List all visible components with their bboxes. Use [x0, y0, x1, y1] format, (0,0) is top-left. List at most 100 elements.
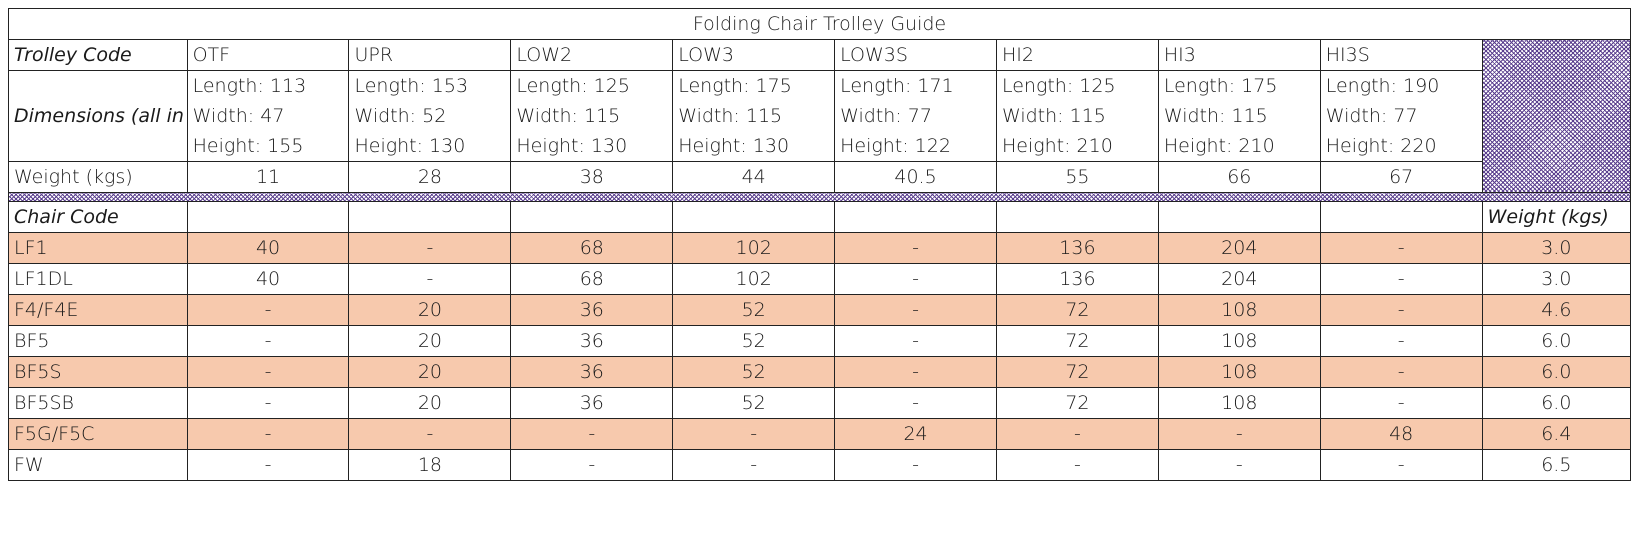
chair-capacity: - — [1319, 294, 1483, 326]
dimension-height: Height: 210 — [1001, 135, 1113, 157]
chair-capacity: - — [834, 449, 997, 481]
chair-capacity: - — [186, 294, 350, 326]
trolley-weight: 55 — [995, 161, 1159, 193]
chair-capacity: - — [995, 418, 1159, 450]
empty-cell — [995, 201, 1159, 233]
dimension-height: Height: 130 — [516, 135, 628, 157]
chair-row: F5G/F5C - - - -24- -48 6.4 — [8, 418, 1632, 450]
trolley-dimensions: Length: 113 Width: 47 Height: 155 — [186, 70, 350, 162]
chair-capacity: 40 — [186, 232, 350, 264]
chair-weight-label: Weight (kgs) — [1481, 201, 1632, 233]
chair-capacity: - — [672, 418, 836, 450]
chair-weight: 3.0 — [1481, 232, 1632, 264]
chair-weight: 6.0 — [1481, 387, 1632, 419]
dimension-height: Height: 130 — [354, 135, 466, 157]
chair-row: LF1DL 40-68 102-136 204-3.0 — [8, 263, 1632, 295]
trolley-dimensions: Length: 175 Width: 115 Height: 210 — [1157, 70, 1321, 162]
chair-capacity: 52 — [672, 325, 836, 357]
chair-capacity: - — [995, 449, 1159, 481]
trolley-dimensions: Length: 175 Width: 115 Height: 130 — [672, 70, 836, 162]
empty-cell — [348, 201, 512, 233]
chair-capacity: 108 — [1157, 325, 1321, 357]
trolley-guide-table: Folding Chair Trolley Guide Trolley Code… — [8, 8, 1632, 481]
chair-code-header-row: Chair Code Weight (kgs) — [8, 201, 1632, 233]
chair-capacity: 36 — [510, 356, 674, 388]
dimension-height: Height: 130 — [678, 135, 790, 157]
dimension-width: Width: 115 — [516, 105, 621, 127]
chair-capacity: 52 — [672, 294, 836, 326]
chair-capacity: - — [1319, 387, 1483, 419]
dimension-width: Width: 52 — [354, 105, 447, 127]
dimension-width: Width: 115 — [1001, 105, 1106, 127]
dimension-width: Width: 115 — [678, 105, 783, 127]
chair-code: BF5SB — [8, 387, 188, 419]
chair-capacity: 24 — [834, 418, 997, 450]
trolley-weight: 11 — [186, 161, 350, 193]
dimension-length: Length: 171 — [840, 75, 954, 97]
chair-capacity: 36 — [510, 325, 674, 357]
trolley-weight-row: Weight (kgs) 11 28 38 44 40.5 55 66 67 — [8, 161, 1631, 193]
chair-capacity: - — [672, 449, 836, 481]
trolley-weight-label: Weight (kgs) — [8, 161, 188, 193]
dimension-length: Length: 113 — [192, 75, 307, 97]
trolley-code: LOW2 — [510, 39, 674, 71]
chair-capacity: 20 — [348, 325, 512, 357]
dimensions-label: Dimensions (all in cm) — [8, 70, 188, 162]
chair-weight: 6.0 — [1481, 356, 1632, 388]
chair-capacity: - — [186, 325, 350, 357]
chair-capacity: 136 — [995, 263, 1159, 295]
chair-weight: 6.5 — [1481, 449, 1632, 481]
dimension-length: Length: 125 — [1001, 75, 1116, 97]
title-row: Folding Chair Trolley Guide — [8, 8, 1631, 40]
chair-row: BF5S -20 36 52-72 108-6.0 — [8, 356, 1632, 388]
trolley-code-label: Trolley Code — [8, 39, 188, 71]
chair-weight: 6.4 — [1481, 418, 1632, 450]
chair-capacity: 72 — [995, 387, 1159, 419]
chair-capacity: 20 — [348, 356, 512, 388]
chair-capacity: - — [348, 418, 512, 450]
chair-code: F5G/F5C — [8, 418, 188, 450]
chair-capacity: 68 — [510, 263, 674, 295]
dimension-length: Length: 190 — [1325, 75, 1440, 97]
trolley-code: UPR — [348, 39, 512, 71]
trolley-code: HI3S — [1319, 39, 1483, 71]
dimension-length: Length: 153 — [354, 75, 469, 97]
dimension-height: Height: 210 — [1163, 135, 1275, 157]
chair-capacity: - — [510, 418, 674, 450]
chair-capacity: 108 — [1157, 356, 1321, 388]
chair-code: F4/F4E — [8, 294, 188, 326]
table-title: Folding Chair Trolley Guide — [8, 8, 1631, 40]
trolley-code: HI3 — [1157, 39, 1321, 71]
chair-capacity: 20 — [348, 294, 512, 326]
chair-capacity: - — [1319, 325, 1483, 357]
dimension-length: Length: 125 — [516, 75, 630, 97]
empty-cell — [672, 201, 836, 233]
chair-capacity: - — [186, 418, 350, 450]
chair-capacity: - — [834, 387, 997, 419]
trolley-dimensions: Length: 153 Width: 52 Height: 130 — [348, 70, 512, 162]
chair-capacity: - — [348, 263, 512, 295]
trolley-code: LOW3S — [834, 39, 997, 71]
empty-cell — [1157, 201, 1321, 233]
chair-capacity: - — [1157, 449, 1321, 481]
chair-capacity: 40 — [186, 263, 350, 295]
trolley-dimensions: Length: 125 Width: 115 Height: 210 — [995, 70, 1159, 162]
chair-code: LF1 — [8, 232, 188, 264]
chair-capacity: - — [834, 325, 997, 357]
dimension-width: Width: 77 — [1325, 105, 1418, 127]
chair-capacity: 68 — [510, 232, 674, 264]
dimension-height: Height: 220 — [1325, 135, 1437, 157]
trolley-dimensions: Length: 190 Width: 77 Height: 220 — [1319, 70, 1483, 162]
chair-capacity: 52 — [672, 356, 836, 388]
empty-cell — [186, 201, 350, 233]
chair-row: LF1 40-68 102-136 204-3.0 — [8, 232, 1632, 264]
chair-weight: 4.6 — [1481, 294, 1632, 326]
chair-capacity: - — [1319, 356, 1483, 388]
trolley-code-row: Trolley Code OTF UPR LOW2 LOW3 LOW3S HI2 HI3 HI… — [8, 39, 1632, 193]
empty-cell — [510, 201, 674, 233]
chair-capacity: 52 — [672, 387, 836, 419]
trolley-code: HI2 — [995, 39, 1159, 71]
dimension-width: Width: 47 — [192, 105, 285, 127]
chair-capacity: 48 — [1319, 418, 1483, 450]
trolley-weight: 40.5 — [834, 161, 997, 193]
